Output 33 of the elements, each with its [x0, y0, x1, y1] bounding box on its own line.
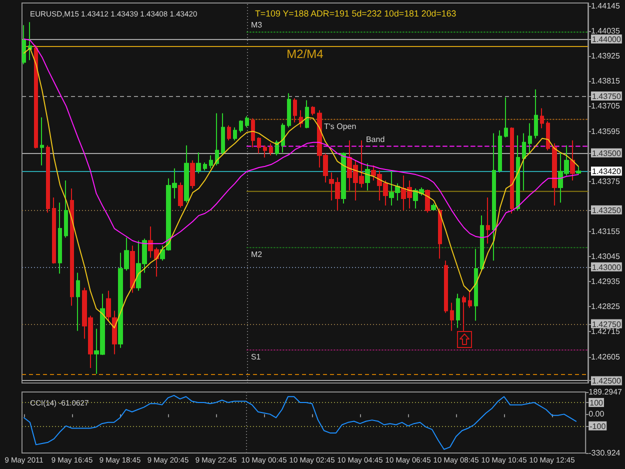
series-label: T's Open: [324, 122, 356, 131]
y-tick-label: 1.43705: [591, 102, 620, 111]
text: T=109 Y=188 ADR=191 5d=232 10d=181 20d=163: [255, 8, 456, 18]
y-tick-label: 1.42715: [591, 327, 620, 336]
series-label: S1: [250, 352, 262, 362]
series-label: Band: [366, 134, 385, 144]
y-tick-label: -100: [590, 422, 606, 431]
y-tick-label: 1.44000: [592, 34, 622, 44]
y-tick-label: 1.43250: [592, 206, 622, 215]
series-label: M3: [250, 20, 263, 30]
y-tick-label: 0.00: [588, 410, 605, 419]
y-tick-label: 1.42935: [591, 277, 620, 286]
y-tick-label: 1.42500: [592, 376, 622, 386]
y-tick-label: 100: [590, 398, 604, 408]
y-tick-label: 1.43045: [591, 252, 620, 262]
series-label: M2: [250, 250, 263, 260]
ref-line-label: M2/M4: [286, 46, 324, 61]
y-tick-label: 1.43420: [592, 167, 622, 176]
y-tick-label: 1.43375: [591, 176, 620, 186]
y-tick-label: 1.43000: [592, 262, 622, 272]
y-tick-label: 1.42605: [591, 352, 620, 362]
y-tick-label: 1.42825: [591, 302, 620, 312]
y-tick-label: 1.42750: [592, 320, 622, 329]
y-tick-label: 1.43595: [591, 126, 620, 136]
y-tick-label: 1.43500: [592, 148, 622, 158]
y-tick-label: 1.43925: [591, 52, 620, 61]
y-tick-label: 1.44035: [591, 26, 620, 36]
y-tick-label: 189.2947: [588, 388, 623, 396]
y-tick-label: 1.43815: [591, 76, 620, 86]
y-tick-label: 1.43750: [592, 92, 622, 101]
y-tick-label: -330.924: [588, 448, 621, 458]
y-tick-label: 1.43155: [591, 227, 620, 236]
y-tick-label: 1.44145: [591, 1, 620, 10]
